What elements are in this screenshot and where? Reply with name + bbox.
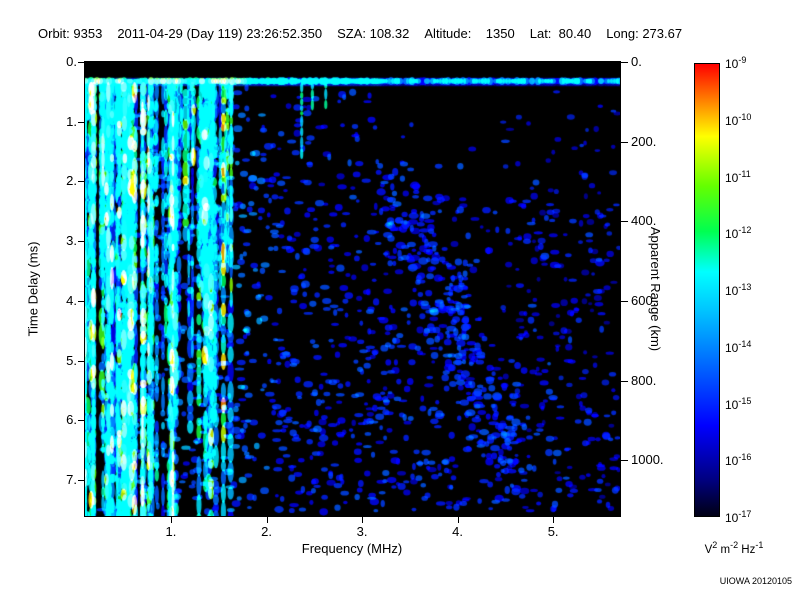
altitude-value: Altitude: 1350 — [424, 26, 515, 41]
colorbar-tick-label: 10-10 — [725, 111, 752, 128]
colorbar-tick-label: 10-9 — [725, 55, 747, 71]
y-right-tick-label: 400. — [631, 213, 657, 229]
y-right-tick-mark — [621, 221, 628, 223]
y-right-tick-label: 800. — [631, 372, 657, 388]
units-part: V — [704, 543, 713, 556]
colorbar-tick-label: 10-12 — [725, 225, 752, 242]
units-exponent: 2 — [712, 540, 718, 550]
y-right-tick-label: 1000. — [631, 452, 664, 468]
y-right-tick-mark — [621, 62, 628, 63]
colorbar-tick-label: 10-15 — [725, 395, 752, 412]
x-tick-label: 4. — [452, 524, 463, 539]
units-part: Hz — [738, 543, 756, 556]
y-right-tick-label: 600. — [631, 292, 657, 308]
y-axis-right-title: Apparent Range (km) — [648, 226, 663, 352]
y-left-tick-label: 4. — [66, 292, 77, 308]
y-axis-left-title: Time Delay (ms) — [25, 241, 41, 337]
y-left-tick-mark — [78, 300, 85, 302]
x-tick-label: 2. — [261, 524, 272, 539]
x-tick-mark — [362, 517, 364, 523]
colorbar-tick-label: 10-13 — [725, 282, 752, 298]
y-left-tick-label: 6. — [66, 412, 77, 428]
y-left-tick-label: 2. — [66, 173, 77, 189]
y-left-tick-mark — [78, 360, 85, 362]
colorbar-tick-label: 10-14 — [725, 338, 752, 355]
longitude-value: Long: 273.67 — [606, 26, 683, 41]
y-left-tick-label: 1. — [66, 113, 77, 129]
colorbar-tick-label: 10-11 — [725, 168, 751, 185]
y-left-tick-label: 7. — [66, 472, 77, 488]
y-left-tick-mark — [78, 181, 85, 183]
sza-value: SZA: 108.32 — [337, 26, 410, 41]
units-exponent: -1 — [755, 540, 764, 550]
y-left-tick-mark — [78, 480, 85, 482]
y-left-tick-label: 3. — [66, 233, 77, 249]
y-right-tick-label: 200. — [631, 133, 657, 149]
y-right-tick-label: 0. — [631, 54, 642, 69]
latitude-value: Lat: 80.40 — [529, 26, 592, 41]
x-tick-label: 5. — [547, 524, 559, 539]
y-left-tick-label: 0. — [66, 54, 77, 69]
colorbar-tick-label: 10-16 — [725, 452, 752, 469]
y-left-tick-mark — [78, 420, 85, 422]
colorbar-tick-label: 10-17 — [725, 509, 752, 525]
units-exponent: -2 — [730, 540, 739, 550]
x-axis-title: Frequency (MHz) — [301, 541, 403, 556]
spectrogram-canvas — [85, 62, 620, 516]
colorbar-gradient — [695, 64, 719, 516]
y-right-tick-mark — [621, 141, 628, 143]
y-left-tick-mark — [78, 241, 85, 243]
y-right-tick-mark — [621, 380, 628, 382]
header-info: Orbit: 9353 2011-04-29 (Day 119) 23:26:5… — [38, 26, 682, 41]
y-left-tick-mark — [78, 121, 85, 123]
credit-text: UIOWA 20120105 — [719, 576, 792, 586]
x-tick-mark — [170, 517, 172, 523]
y-right-tick-mark — [621, 300, 628, 302]
y-right-tick-mark — [621, 460, 628, 462]
x-tick-label: 3. — [356, 524, 368, 539]
spectrogram-plot — [84, 61, 621, 517]
y-left-tick-mark — [78, 62, 85, 63]
colorbar — [694, 63, 720, 517]
colorbar-units-label: V2 m-2 Hz-1 — [690, 540, 778, 556]
x-tick-mark — [457, 517, 459, 523]
x-tick-label: 1. — [165, 524, 177, 539]
units-part: m — [717, 543, 731, 556]
orbit-value: Orbit: 9353 — [38, 26, 103, 41]
y-left-tick-label: 5. — [66, 352, 77, 368]
x-tick-mark — [553, 517, 555, 523]
datetime-value: 2011-04-29 (Day 119) 23:26:52.350 — [117, 26, 323, 41]
x-tick-mark — [266, 517, 268, 523]
